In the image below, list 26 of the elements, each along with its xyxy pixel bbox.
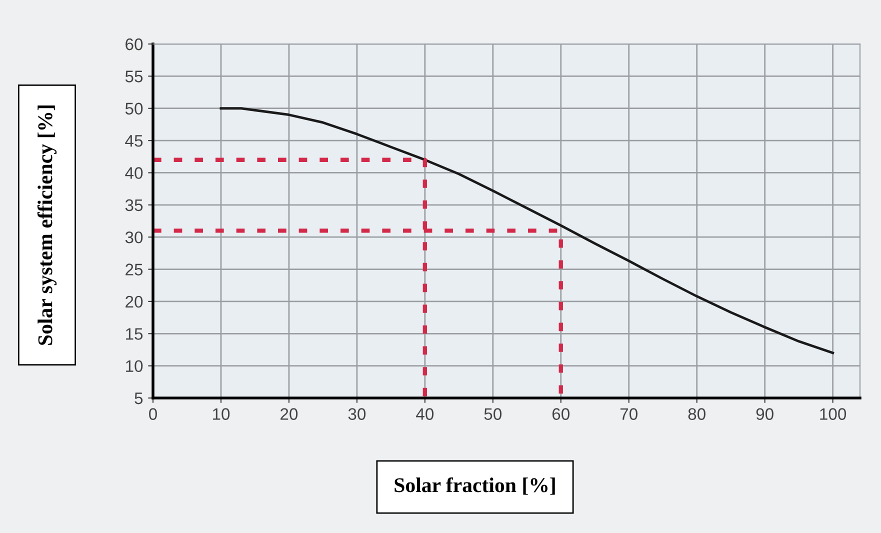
- y-tick-label: 10: [126, 360, 143, 372]
- y-tick-label: 30: [125, 231, 143, 244]
- y-tick-label: 50: [125, 102, 143, 115]
- x-axis-title: Solar fraction [%]: [394, 477, 555, 495]
- y-tick-label: 40: [125, 167, 143, 179]
- y-axis-title: Solar system efficiency [%]: [37, 106, 57, 345]
- x-tick-label: 30: [348, 408, 366, 420]
- y-tick-label: 20: [126, 296, 143, 308]
- x-tick-label: 60: [552, 408, 570, 420]
- y-tick-label: 25: [126, 264, 143, 276]
- x-tick-label: 90: [756, 408, 774, 420]
- y-tick-label: 45: [125, 135, 143, 147]
- x-tick-label: 20: [280, 408, 298, 420]
- x-tick-label: 70: [620, 408, 638, 420]
- y-tick-label: 55: [125, 70, 143, 82]
- x-tick-label: 40: [416, 408, 434, 420]
- x-tick-label: 80: [688, 408, 706, 420]
- line-series: [220, 107, 834, 354]
- y-tick-label: 60: [126, 38, 143, 50]
- y-tick-label: 35: [125, 199, 143, 212]
- x-tick-label: 0: [149, 408, 157, 420]
- y-tick-label: 15: [126, 328, 143, 340]
- y-tick-label: 5: [134, 392, 143, 404]
- x-tick-label: 10: [212, 408, 230, 420]
- x-tick-label: 50: [484, 408, 502, 420]
- x-tick-label: 100: [820, 408, 846, 420]
